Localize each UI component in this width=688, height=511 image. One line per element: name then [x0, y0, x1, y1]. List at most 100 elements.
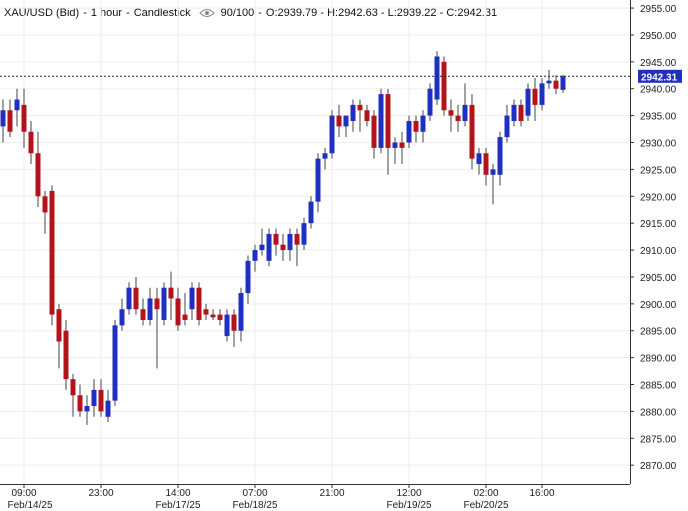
candle-body[interactable]	[161, 287, 167, 320]
candle-body[interactable]	[504, 115, 510, 138]
candle-body[interactable]	[231, 314, 237, 331]
candle-body[interactable]	[56, 309, 62, 342]
candle-body[interactable]	[126, 287, 132, 310]
candle-body[interactable]	[420, 115, 426, 132]
candle-body[interactable]	[315, 158, 321, 202]
y-tick-label: 2910.00	[640, 246, 677, 257]
candle-body[interactable]	[462, 104, 468, 121]
candle-body[interactable]	[91, 389, 97, 407]
candle-body[interactable]	[266, 233, 272, 261]
x-tick-time-label: 23:00	[88, 488, 113, 499]
candle-body[interactable]	[364, 110, 370, 121]
candle-body[interactable]	[0, 110, 6, 127]
header-separator: -	[83, 7, 87, 19]
candle-body[interactable]	[357, 104, 363, 111]
candle-body[interactable]	[119, 309, 125, 326]
candle-body[interactable]	[35, 153, 41, 197]
candle-body[interactable]	[476, 153, 482, 165]
candle-body[interactable]	[14, 99, 20, 111]
candle-body[interactable]	[147, 298, 153, 320]
candle-body[interactable]	[399, 142, 405, 148]
candle-body[interactable]	[245, 260, 251, 294]
candle-body[interactable]	[84, 406, 90, 412]
candle-body[interactable]	[343, 115, 349, 127]
candle-body[interactable]	[273, 233, 279, 245]
candle-body[interactable]	[385, 94, 391, 148]
candle-body[interactable]	[21, 104, 27, 132]
candle-body[interactable]	[140, 309, 146, 320]
candle-body[interactable]	[175, 298, 181, 326]
candle-body[interactable]	[294, 233, 300, 245]
candle-body[interactable]	[112, 325, 118, 401]
candle-body[interactable]	[560, 76, 566, 90]
x-tick-time-label: 07:00	[242, 488, 267, 499]
candle-body[interactable]	[518, 104, 524, 121]
candle-body[interactable]	[203, 309, 209, 315]
candle-body[interactable]	[287, 233, 293, 251]
candle-body[interactable]	[217, 314, 223, 320]
x-tick-time-label: 14:00	[165, 488, 190, 499]
eye-icon[interactable]	[198, 8, 215, 18]
candle-body[interactable]	[490, 169, 496, 175]
candle-body[interactable]	[63, 330, 69, 380]
candle-body[interactable]	[448, 110, 454, 116]
candle-body[interactable]	[378, 94, 384, 148]
candle-body[interactable]	[525, 88, 531, 116]
candle-body[interactable]	[224, 314, 230, 337]
candle-body[interactable]	[350, 104, 356, 121]
candle-body[interactable]	[98, 389, 104, 412]
candle-body[interactable]	[210, 314, 216, 318]
candle-body[interactable]	[455, 115, 461, 121]
x-tick-date-label: Feb/20/25	[463, 500, 508, 511]
candle-body[interactable]	[196, 287, 202, 320]
x-tick-time-label: 21:00	[319, 488, 344, 499]
candle-body[interactable]	[336, 115, 342, 127]
candle-body[interactable]	[392, 142, 398, 148]
candle-body[interactable]	[546, 80, 552, 84]
x-tick-time-label: 16:00	[529, 488, 554, 499]
candle-body[interactable]	[553, 80, 559, 89]
candle-body[interactable]	[371, 115, 377, 148]
candle-body[interactable]	[7, 110, 13, 132]
candle-body[interactable]	[42, 196, 48, 213]
candle-body[interactable]	[322, 153, 328, 159]
y-tick-label: 2940.00	[640, 85, 677, 96]
candle-body[interactable]	[511, 104, 517, 121]
candle-body[interactable]	[105, 400, 111, 417]
candle-body[interactable]	[238, 293, 244, 331]
candle-body[interactable]	[252, 250, 258, 261]
candle-body[interactable]	[413, 121, 419, 132]
candle-body[interactable]	[441, 61, 447, 111]
candle-body[interactable]	[280, 244, 286, 251]
candle-body[interactable]	[497, 137, 503, 175]
candle-body[interactable]	[168, 287, 174, 299]
candle-body[interactable]	[434, 56, 440, 100]
candle-body[interactable]	[329, 115, 335, 154]
candle-body[interactable]	[133, 287, 139, 310]
x-tick-date-label: Feb/18/25	[232, 500, 277, 511]
candle-body[interactable]	[154, 298, 160, 310]
candle-body[interactable]	[70, 379, 76, 396]
candle-body[interactable]	[532, 88, 538, 105]
candle-body[interactable]	[469, 104, 475, 159]
candle-body[interactable]	[259, 244, 265, 251]
candle-body[interactable]	[28, 131, 34, 154]
candle-body[interactable]	[77, 395, 83, 412]
last-price-label: 2942.31	[641, 72, 678, 83]
candle-body[interactable]	[189, 287, 195, 310]
y-tick-label: 2885.00	[640, 381, 677, 392]
candle-body[interactable]	[301, 223, 307, 245]
candle-body[interactable]	[182, 314, 188, 320]
last-price-tag	[638, 69, 682, 83]
y-tick-label: 2945.00	[640, 58, 677, 69]
y-tick-label: 2950.00	[640, 31, 677, 42]
candle-body[interactable]	[427, 88, 433, 116]
candle-body[interactable]	[49, 190, 55, 315]
candle-body[interactable]	[539, 83, 545, 105]
candle-body[interactable]	[483, 153, 489, 175]
symbol-label: XAU/USD (Bid)	[4, 7, 80, 19]
candle-body[interactable]	[406, 121, 412, 143]
candle-body[interactable]	[308, 201, 314, 224]
